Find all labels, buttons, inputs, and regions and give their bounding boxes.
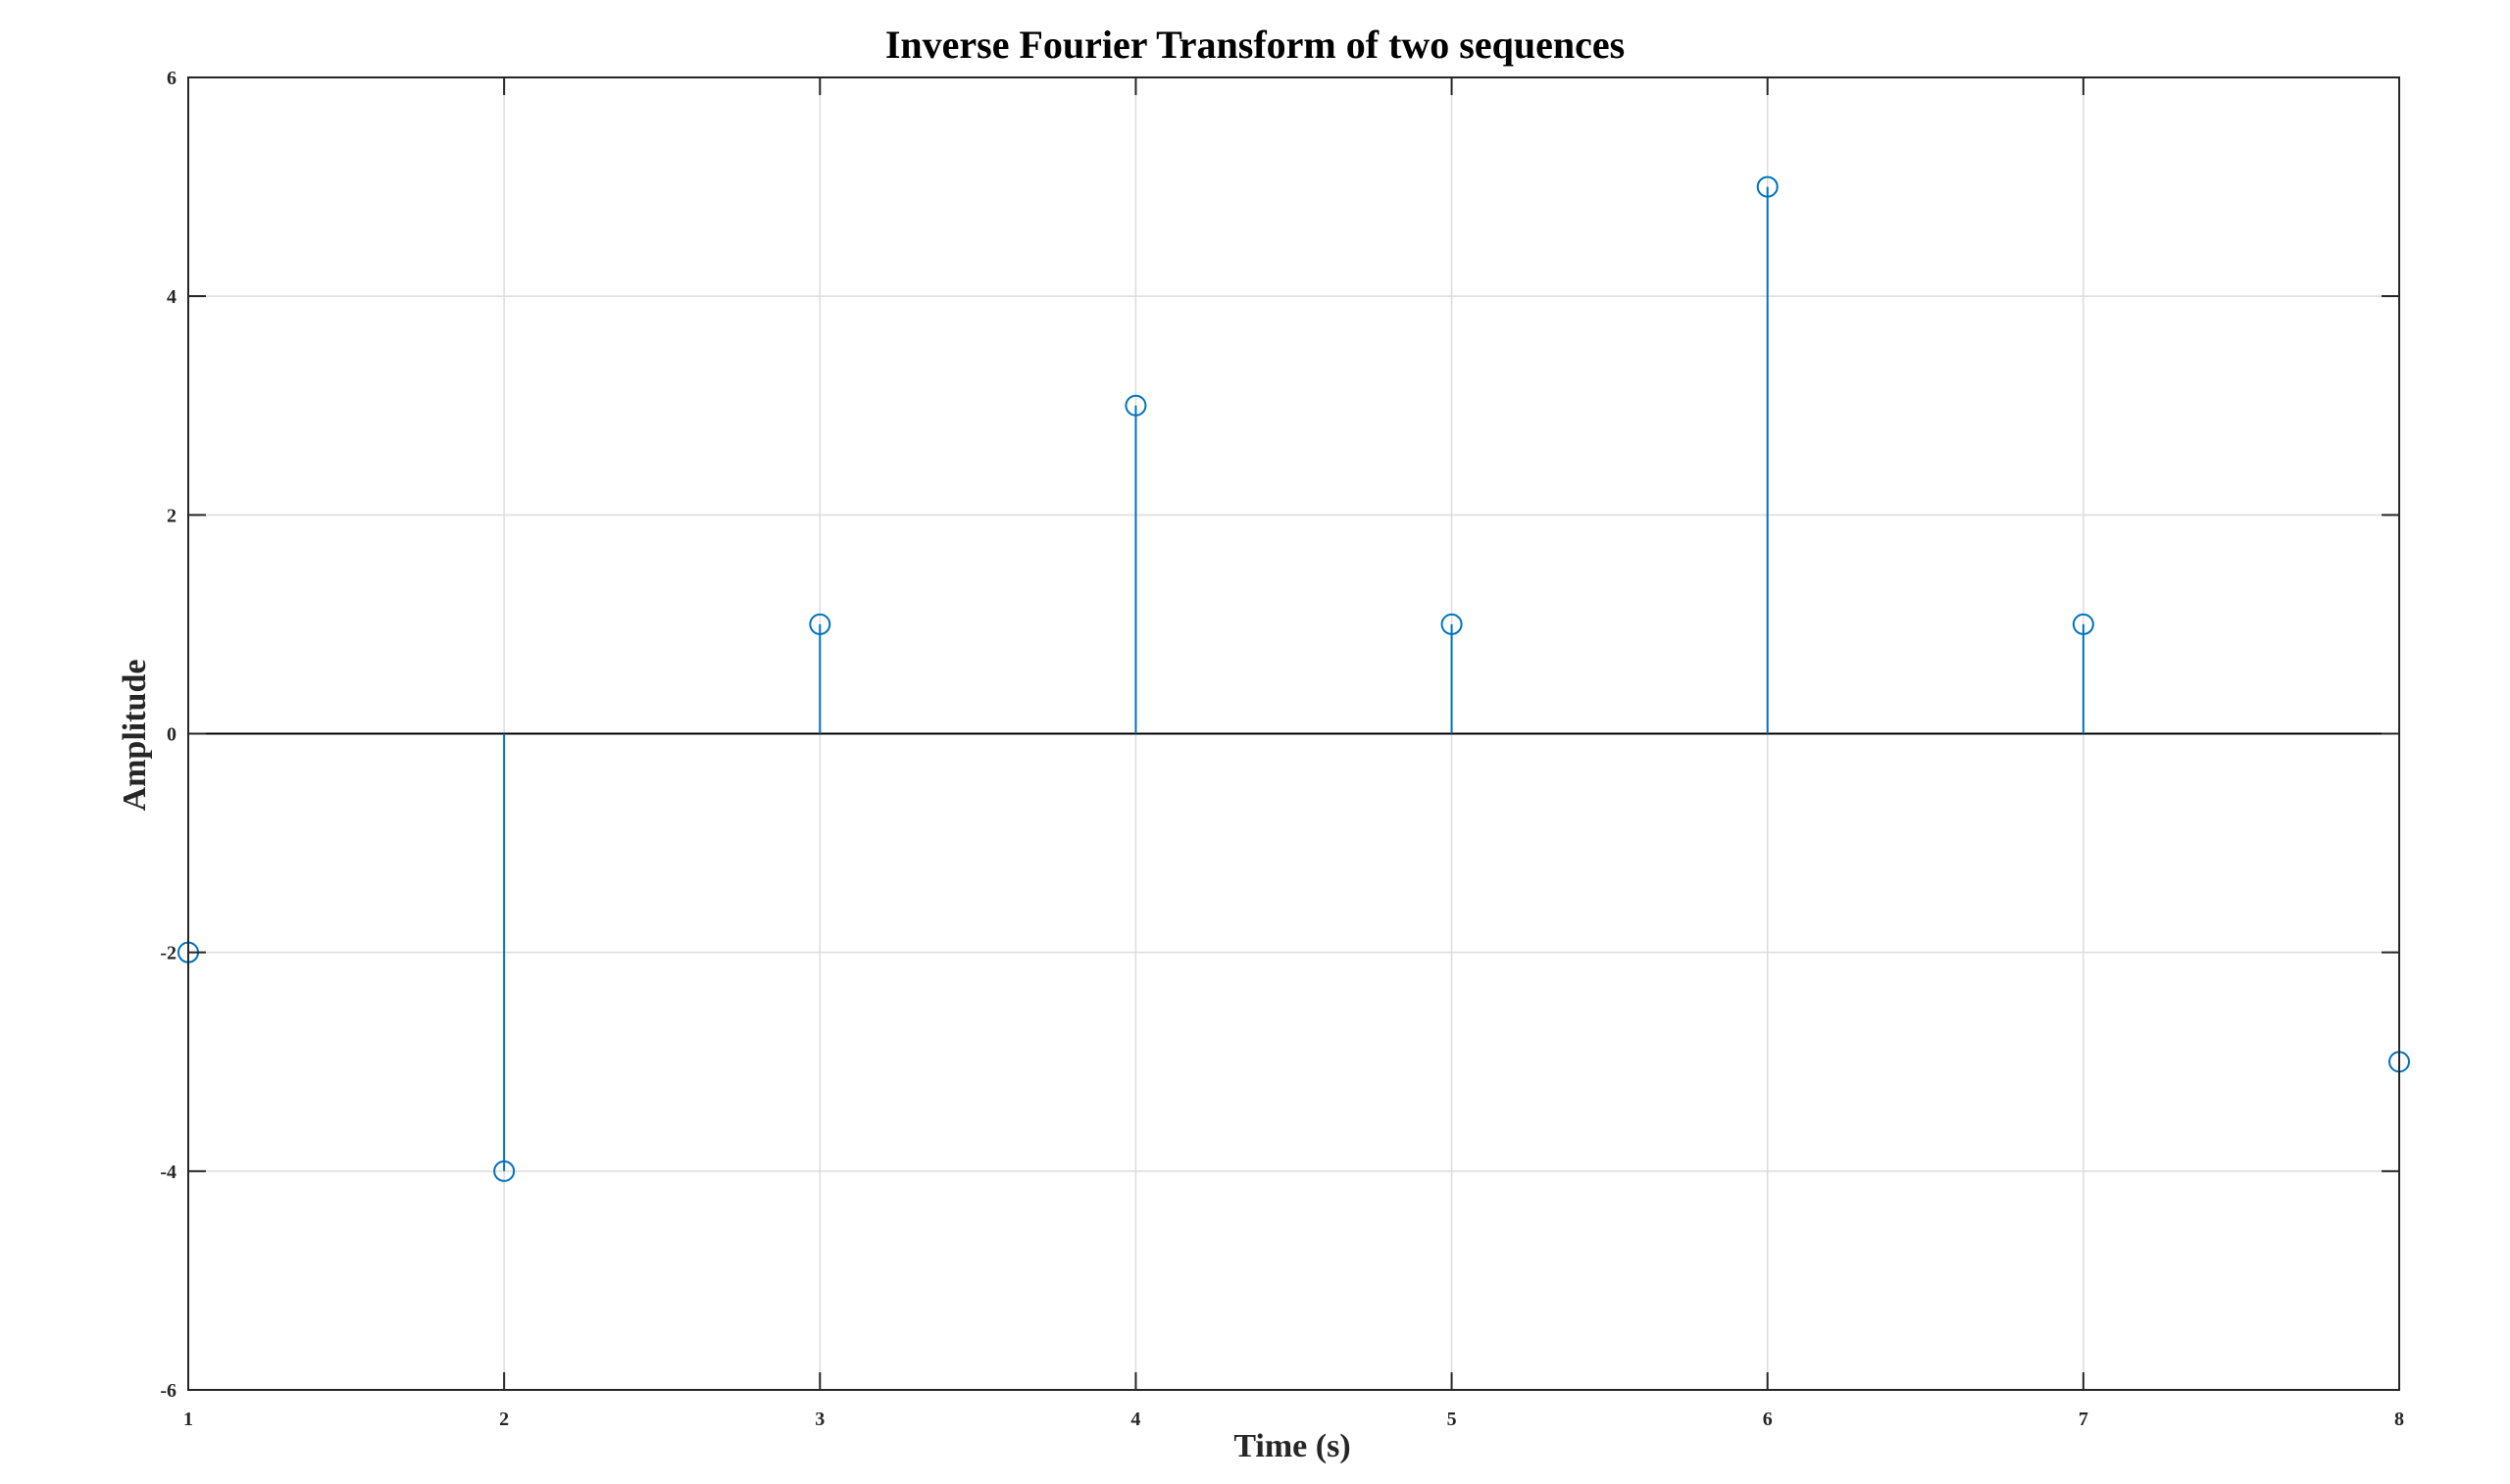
y-tick-label: -6 (160, 1380, 176, 1402)
y-axis-label: Amplitude (117, 660, 153, 812)
y-tick-label: 2 (167, 505, 176, 526)
chart-title: Inverse Fourier Transform of two sequenc… (885, 23, 1625, 67)
stem-marker (2072, 613, 2094, 635)
x-tick-label: 3 (815, 1409, 825, 1430)
x-tick-label: 2 (499, 1409, 509, 1430)
y-tick-labels: -6 -4 -2 0 2 4 6 (160, 68, 176, 1402)
stem-marker (493, 1160, 516, 1182)
axis-ticks (187, 76, 2400, 1391)
stem-series (177, 175, 2410, 1182)
x-tick-label: 1 (183, 1409, 193, 1430)
stem-marker (1440, 613, 1463, 635)
y-tick-label: 0 (167, 724, 176, 746)
stem-marker (809, 613, 831, 635)
y-tick-label: 6 (167, 68, 176, 89)
x-tick-label: 8 (2394, 1409, 2404, 1430)
x-tick-label: 6 (1763, 1409, 1773, 1430)
y-tick-label: -2 (160, 943, 176, 965)
x-tick-label: 5 (1447, 1409, 1457, 1430)
y-tick-label: -4 (160, 1162, 176, 1183)
stem-marker (1756, 175, 1779, 198)
stem-marker (1125, 394, 1147, 417)
x-tick-labels: 1 2 3 4 5 6 7 8 (183, 1409, 2404, 1430)
x-tick-label: 4 (1130, 1409, 1140, 1430)
x-tick-label: 7 (2079, 1409, 2088, 1430)
x-axis-label: Time (s) (1233, 1428, 1350, 1464)
y-tick-label: 4 (167, 286, 176, 308)
